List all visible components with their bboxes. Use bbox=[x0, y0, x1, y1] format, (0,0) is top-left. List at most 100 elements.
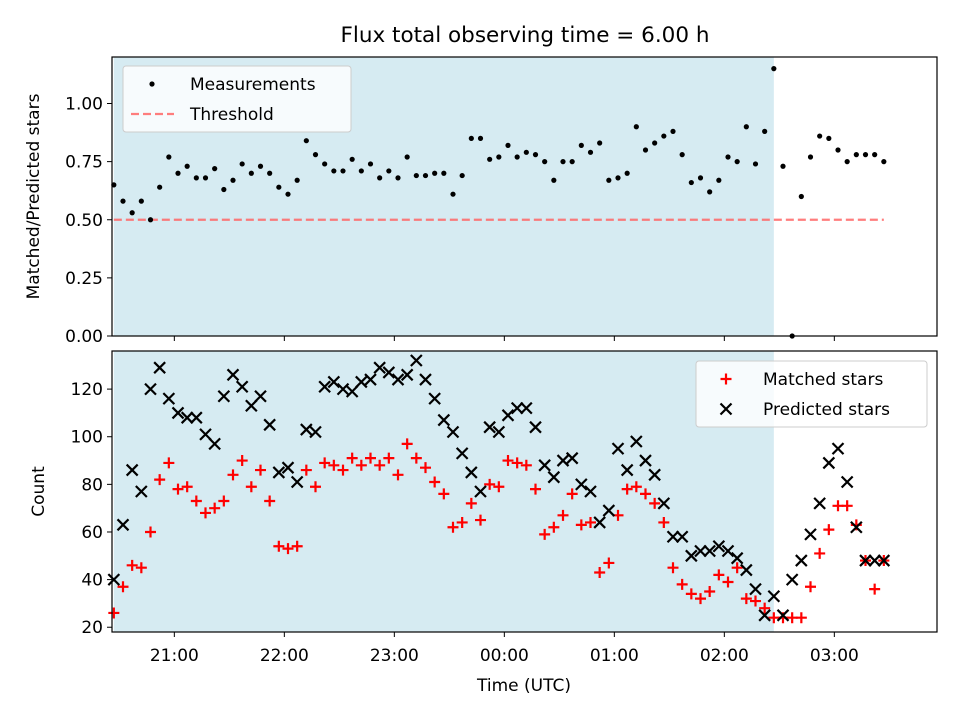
measurement-point bbox=[762, 128, 768, 134]
predicted-point bbox=[730, 551, 744, 565]
predicted-point bbox=[263, 418, 276, 432]
measurement-point bbox=[285, 191, 291, 197]
matched-point bbox=[795, 612, 807, 624]
measurement-point bbox=[459, 172, 465, 179]
predicted-point bbox=[804, 528, 817, 541]
measurements-layer bbox=[111, 66, 887, 339]
matched-point bbox=[429, 476, 441, 488]
measurement-point bbox=[404, 154, 410, 160]
matched-point bbox=[750, 595, 761, 607]
matched-point bbox=[493, 481, 505, 493]
measurement-point bbox=[422, 172, 429, 179]
matched-point bbox=[264, 495, 276, 507]
predicted-point bbox=[620, 463, 634, 477]
measurement-point bbox=[881, 159, 887, 165]
measurement-point bbox=[707, 189, 713, 195]
matched-point bbox=[438, 488, 450, 500]
bottom-y-tick-label: 100 bbox=[71, 428, 103, 448]
matched-point bbox=[759, 602, 771, 614]
matched-point bbox=[621, 483, 633, 495]
measurement-point bbox=[844, 159, 850, 165]
predicted-point bbox=[226, 368, 240, 382]
measurement-point bbox=[679, 152, 685, 158]
matched-point bbox=[585, 516, 596, 528]
predicted-point bbox=[785, 573, 799, 586]
predicted-point bbox=[630, 435, 643, 448]
matched-point bbox=[685, 588, 697, 600]
measurement-point bbox=[560, 159, 566, 165]
matched-point bbox=[640, 488, 651, 500]
measurement-point bbox=[542, 159, 548, 165]
matched-point bbox=[401, 438, 413, 450]
predicted-point bbox=[144, 382, 157, 396]
measurement-point bbox=[697, 175, 704, 181]
bottom-legend-box bbox=[695, 360, 928, 428]
measurement-point bbox=[771, 66, 777, 72]
measurement-point bbox=[303, 138, 309, 144]
predicted-point bbox=[400, 368, 414, 382]
predicted-point bbox=[492, 425, 506, 439]
measurement-point bbox=[633, 124, 639, 130]
predicted-point bbox=[510, 401, 524, 415]
bottom-y-tick-label: 60 bbox=[81, 523, 103, 543]
predicted-point bbox=[125, 463, 139, 477]
matched-point bbox=[502, 455, 514, 467]
predicted-point bbox=[740, 563, 753, 577]
matched-point bbox=[484, 478, 496, 490]
predicted-point bbox=[483, 420, 496, 434]
matched-point bbox=[319, 457, 331, 469]
measurement-point bbox=[597, 140, 603, 146]
measurement-point bbox=[257, 163, 264, 169]
predicted-point bbox=[455, 447, 469, 460]
matched-point bbox=[695, 593, 706, 605]
matched-point bbox=[255, 464, 266, 476]
predicted-point bbox=[254, 389, 267, 403]
matched-point bbox=[630, 481, 642, 493]
measurement-point bbox=[129, 210, 135, 216]
measurement-point bbox=[780, 163, 786, 169]
matched-point bbox=[814, 547, 826, 559]
predicted-point bbox=[290, 475, 304, 489]
measurement-point bbox=[175, 170, 181, 176]
bottom-axes-frame bbox=[111, 350, 938, 633]
predicted-point bbox=[180, 411, 194, 424]
measurement-point bbox=[312, 152, 319, 158]
matched-point bbox=[447, 521, 459, 533]
matched-point bbox=[594, 566, 606, 578]
matched-point bbox=[539, 528, 551, 540]
predicted-point bbox=[795, 554, 808, 567]
measurement-point bbox=[578, 142, 584, 148]
measurement-point bbox=[872, 152, 878, 158]
measurement-point bbox=[377, 175, 383, 181]
predicted-point bbox=[850, 520, 863, 534]
matched-point bbox=[869, 583, 881, 595]
matched-point bbox=[273, 540, 285, 552]
matched-point bbox=[355, 459, 367, 471]
matched-point bbox=[108, 607, 120, 619]
predicted-point bbox=[437, 413, 451, 427]
predicted-point bbox=[446, 425, 460, 439]
measurement-point bbox=[734, 159, 740, 165]
matched-point bbox=[465, 497, 477, 509]
predicted-point bbox=[813, 497, 826, 510]
matched-point bbox=[117, 581, 129, 593]
predicted-point bbox=[162, 392, 176, 405]
measurement-point bbox=[496, 154, 502, 160]
legend-threshold-label: Threshold bbox=[189, 105, 274, 125]
measurement-point bbox=[798, 193, 804, 200]
measurement-point bbox=[358, 168, 364, 174]
bottom-x-axis: 21:00 22:00 23:00 00:00 01:00 02:00 03:00 bbox=[150, 632, 859, 666]
matched-point bbox=[420, 462, 431, 474]
measurement-point bbox=[835, 147, 841, 153]
predicted-point bbox=[520, 401, 533, 415]
predicted-point bbox=[355, 375, 368, 389]
measurement-point bbox=[239, 161, 245, 167]
matched-point bbox=[209, 502, 221, 514]
predicted-point bbox=[199, 428, 212, 441]
predicted-point bbox=[235, 380, 249, 393]
measurement-point bbox=[670, 128, 676, 134]
predicted-point bbox=[648, 468, 661, 482]
predicted-point bbox=[419, 373, 432, 386]
predicted-point bbox=[675, 530, 689, 544]
